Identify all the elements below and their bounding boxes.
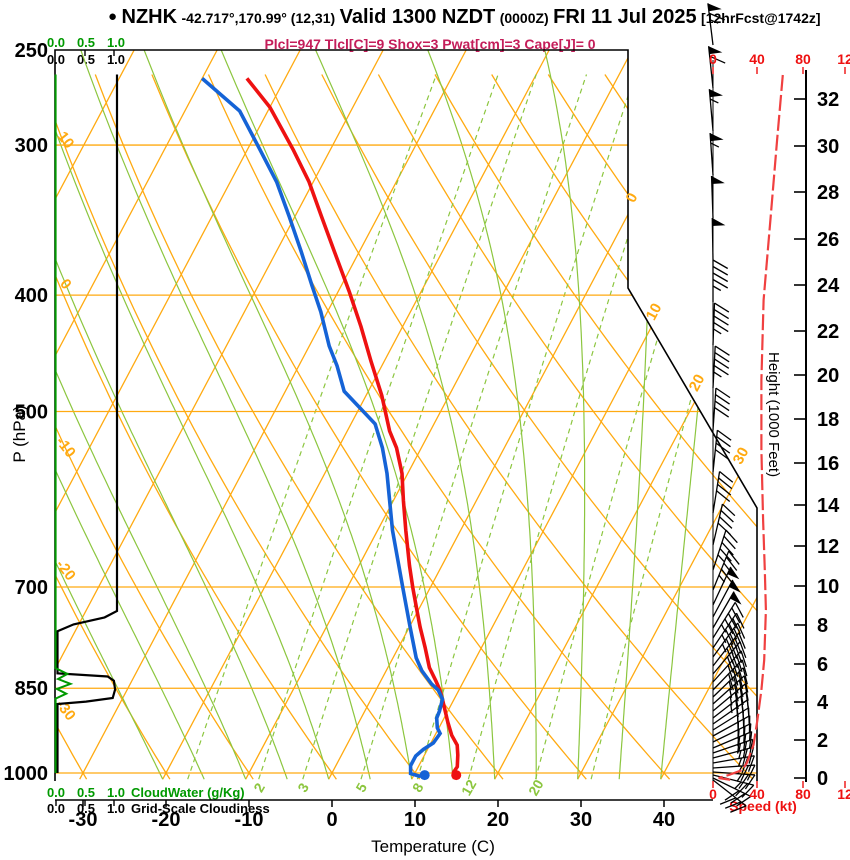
svg-text:2: 2 [250, 780, 268, 795]
chart-title: ● NZHK -42.717°,170.99° (12,31) Valid 13… [108, 6, 821, 29]
height-axis-label: Height (1000 Feet) [765, 352, 782, 478]
cloudwater-profile [54, 74, 74, 773]
scale-value: 0.0 [46, 35, 66, 50]
svg-text:26: 26 [817, 229, 839, 251]
svg-text:0: 0 [623, 190, 642, 205]
svg-text:20: 20 [487, 809, 509, 831]
svg-text:300: 300 [15, 135, 48, 157]
forecast-tag: [12hrFcst@1742z] [701, 10, 821, 26]
svg-text:16: 16 [817, 453, 839, 475]
svg-text:30: 30 [817, 136, 839, 158]
svg-text:20: 20 [525, 777, 547, 799]
svg-text:14: 14 [817, 495, 840, 517]
temperature-axis-label: Temperature (C) [371, 837, 495, 856]
plot-frame [54, 49, 758, 781]
svg-text:0: 0 [326, 809, 337, 831]
stability-indices: Plcl=947 Tlcl[C]=9 Shox=3 Pwat[cm]=3 Cap… [264, 36, 596, 52]
scale-value: 0.5 [76, 801, 96, 816]
scale-value: 0.0 [46, 52, 66, 67]
svg-text:28: 28 [817, 182, 839, 204]
svg-text:700: 700 [15, 577, 48, 599]
svg-text:18: 18 [817, 409, 839, 431]
svg-text:-20: -20 [152, 809, 181, 831]
svg-text:1000: 1000 [4, 763, 49, 785]
svg-text:12: 12 [817, 536, 839, 558]
station-id: NZHK [121, 6, 178, 28]
svg-text:10: 10 [817, 576, 839, 598]
svg-text:10: 10 [404, 809, 426, 831]
svg-text:24: 24 [817, 275, 840, 297]
valid-date: FRI 11 Jul 2025 [553, 6, 697, 28]
svg-text:0: 0 [56, 276, 75, 293]
cloudiness-scale-top: 0.0 0.5 1.0 [41, 52, 131, 67]
svg-text:500: 500 [15, 402, 48, 424]
scale-value: 1.0 [106, 785, 126, 800]
svg-text:8: 8 [409, 780, 427, 795]
dewpoint-curve [200, 77, 445, 781]
scale-value: 0.5 [76, 785, 96, 800]
speed-axis-label: Speed (kt) [729, 798, 797, 814]
station-coords: -42.717°,170.99° (12,31) [181, 10, 336, 26]
svg-text:850: 850 [15, 678, 48, 700]
svg-text:10: 10 [54, 128, 78, 152]
svg-text:0: 0 [709, 786, 717, 802]
pressure-tick-labels: 250 300 400 500 700 850 1000 [4, 40, 49, 785]
scale-value: 1.0 [106, 52, 126, 67]
svg-text:32: 32 [817, 89, 839, 111]
svg-text:250: 250 [15, 40, 48, 62]
wind-barbs [707, 3, 756, 813]
svg-text:12: 12 [837, 786, 850, 802]
cloudiness-scale-bottom: 0.0 0.5 1.0 [41, 801, 131, 816]
wind-speed-curve [718, 74, 784, 782]
svg-text:3: 3 [294, 780, 312, 795]
svg-text:40: 40 [749, 51, 765, 67]
cloudwater-scale-top: 0.0 0.5 1.0 [41, 35, 131, 50]
svg-text:5: 5 [352, 780, 370, 795]
svg-text:0: 0 [709, 51, 717, 67]
svg-text:0: 0 [817, 768, 828, 790]
valid-time: Valid 1300 NZDT [339, 6, 496, 28]
svg-text:20: 20 [686, 372, 709, 395]
scale-value: 0.5 [76, 35, 96, 50]
svg-text:-30: -30 [69, 809, 98, 831]
scale-value: 1.0 [106, 801, 126, 816]
temperature-curve [245, 77, 462, 781]
background-isopleths [55, 50, 757, 780]
svg-text:22: 22 [817, 321, 839, 343]
scale-value: 0.0 [46, 801, 66, 816]
valid-utc: (0000Z) [499, 10, 549, 26]
svg-text:400: 400 [15, 285, 48, 307]
svg-text:-10: -10 [235, 809, 264, 831]
cloudiness-profile [56, 74, 119, 773]
svg-text:12: 12 [837, 51, 850, 67]
svg-text:40: 40 [653, 809, 675, 831]
scale-value: 0.5 [76, 52, 96, 67]
svg-text:12: 12 [458, 777, 480, 799]
svg-text:4: 4 [817, 692, 829, 714]
svg-text:40: 40 [749, 786, 765, 802]
scale-value: 1.0 [106, 35, 126, 50]
svg-text:80: 80 [795, 51, 811, 67]
temperature-axis: -30 -20 -10 0 10 20 30 40 [55, 799, 713, 831]
scale-value: 0.0 [46, 785, 66, 800]
cloudwater-scale-bottom: 0.0 0.5 1.0 [41, 785, 131, 800]
cloudwater-legend: CloudWater (g/Kg) [131, 785, 245, 800]
station-bullet-icon: ● [108, 8, 118, 25]
svg-text:30: 30 [730, 445, 753, 468]
svg-text:30: 30 [570, 809, 592, 831]
svg-text:80: 80 [795, 786, 811, 802]
svg-text:2: 2 [817, 730, 828, 752]
svg-text:8: 8 [817, 615, 828, 637]
svg-text:6: 6 [817, 654, 828, 676]
svg-text:10: 10 [643, 301, 666, 324]
svg-text:20: 20 [817, 365, 839, 387]
